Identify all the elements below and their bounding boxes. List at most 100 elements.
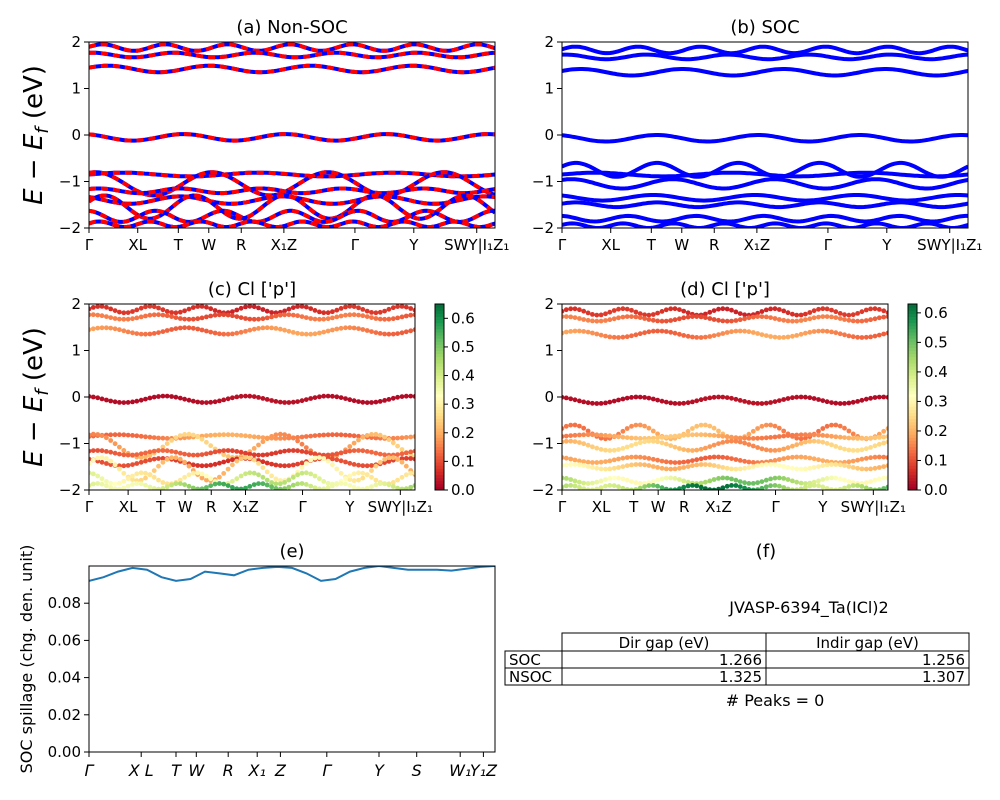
ytick-label-b: 0 [544, 126, 554, 144]
band-point-d-9 [820, 477, 826, 482]
band-point-d-8 [685, 464, 691, 469]
band-point-c-10 [112, 486, 118, 490]
band-point-c-7 [143, 458, 148, 464]
colorbar-segment-c [435, 384, 444, 389]
band-point-c-0 [164, 309, 170, 314]
band-point-d-7 [742, 458, 747, 464]
band-point-c-5 [264, 436, 270, 442]
band-point-d-7 [616, 456, 621, 462]
band-point-c-10 [260, 481, 266, 487]
band-point-d-2 [829, 329, 834, 335]
ytick-label-e: 0.08 [48, 594, 81, 612]
xtick-label-c: W [178, 498, 193, 516]
band-point-c-3 [173, 394, 179, 400]
band-point-d-1 [677, 316, 682, 322]
band-point-d-6 [872, 443, 878, 449]
band-point-c-7 [134, 461, 140, 466]
colorbar-segment-d [908, 316, 917, 320]
band-point-c-6 [273, 450, 279, 456]
colorbar-segment-d [908, 328, 917, 333]
band-point-c-0 [303, 304, 309, 310]
band-point-d-10 [677, 486, 682, 490]
band-point-d-6 [807, 439, 813, 444]
colorbar-frame-c [434, 303, 445, 491]
band-point-c-8 [177, 456, 183, 462]
band-point-c-8 [164, 456, 170, 462]
band-point-d-10 [842, 485, 847, 490]
band-point-d-0 [790, 311, 795, 317]
band-point-d-2 [577, 328, 582, 334]
band-point-c-8 [217, 474, 222, 480]
band-point-c-1 [286, 312, 292, 318]
band-point-d-8 [837, 462, 843, 468]
band-point-d-4 [603, 436, 608, 442]
band-point-d-4 [833, 422, 839, 428]
band-point-d-2 [807, 329, 813, 335]
band-point-d-8 [868, 466, 873, 472]
band-point-d-6 [611, 447, 617, 453]
band-point-d-7 [672, 460, 678, 465]
band-point-d-0 [572, 306, 578, 312]
band-point-d-5 [694, 432, 700, 438]
band-point-c-0 [160, 307, 166, 313]
band-point-d-7 [563, 455, 569, 461]
band-point-c-8 [221, 471, 227, 476]
band-point-d-1 [698, 314, 704, 320]
band-point-c-2 [343, 325, 348, 331]
band-point-d-5 [755, 435, 760, 441]
band-point-c-3 [169, 394, 175, 399]
band-point-d-8 [863, 466, 869, 472]
band-point-c-3 [399, 394, 405, 399]
band-point-c-9 [312, 473, 318, 479]
band-point-d-2 [694, 335, 700, 340]
band-point-c-10 [90, 481, 96, 487]
band-point-c-1 [238, 315, 244, 320]
ytick-label-b: 2 [544, 33, 554, 51]
band-point-c-6 [356, 448, 361, 453]
band-point-c-6 [343, 449, 348, 455]
band-point-c-1 [138, 314, 144, 320]
colorbar-segment-c [435, 474, 444, 479]
band-point-d-9 [655, 477, 660, 483]
band-point-c-0 [143, 304, 148, 310]
band-point-c-1 [143, 313, 148, 319]
band-point-d-0 [637, 311, 643, 317]
band-point-c-2 [251, 326, 257, 332]
band-point-c-0 [156, 305, 161, 311]
band-point-c-8 [230, 462, 235, 468]
band-point-d-7 [642, 455, 647, 461]
colorbar-segment-c [435, 400, 444, 404]
band-point-c-8 [204, 477, 209, 483]
band-point-d-10 [829, 487, 834, 490]
band-point-d-5 [816, 432, 821, 438]
band-point-c-4 [134, 433, 140, 439]
band-point-c-2 [299, 331, 305, 337]
colorbar-segment-c [435, 359, 444, 364]
band-point-d-8 [855, 465, 860, 471]
band-point-d-0 [681, 308, 687, 314]
band-point-c-9 [408, 470, 414, 476]
band-point-d-3 [646, 395, 652, 401]
band-point-c-10 [104, 483, 109, 489]
band-point-c-3 [360, 399, 366, 405]
band-point-d-3 [811, 396, 817, 401]
band-point-d-9 [785, 477, 791, 482]
band-point-c-3 [195, 399, 201, 405]
band-point-d-7 [637, 454, 643, 460]
xtick-label-e: W₁ [449, 761, 471, 780]
band-point-c-4 [151, 435, 157, 440]
band-point-c-10 [360, 486, 366, 490]
band-point-d-3 [698, 397, 704, 403]
band-point-d-2 [659, 328, 665, 334]
band-point-d-0 [590, 312, 595, 317]
band-point-d-2 [685, 333, 691, 339]
band-point-d-2 [690, 334, 695, 340]
title-c: (c) Cl ['p'] [208, 279, 296, 300]
band-point-d-9 [772, 475, 778, 481]
band-point-c-1 [412, 312, 415, 318]
band-point-c-4 [225, 432, 231, 438]
